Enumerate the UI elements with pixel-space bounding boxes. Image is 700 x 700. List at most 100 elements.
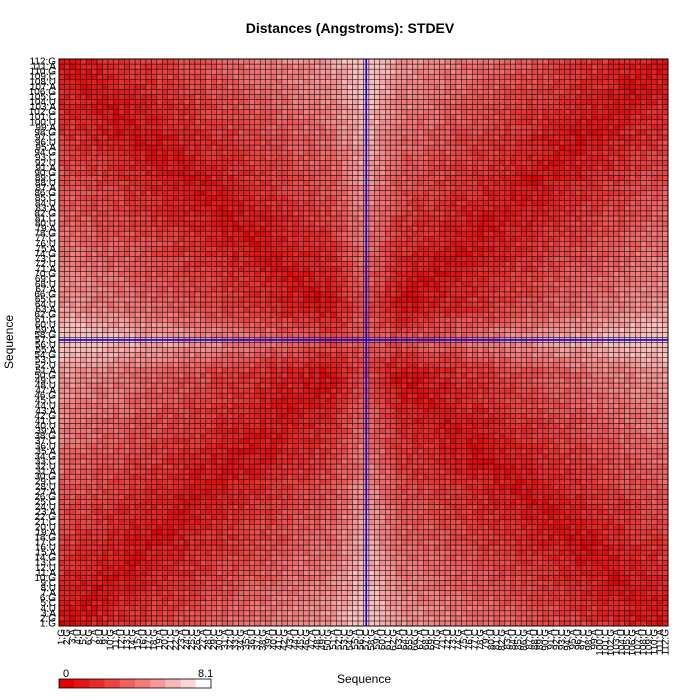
heatmap-cell [205,590,212,596]
heatmap-cell [461,463,468,470]
heatmap-cell [276,585,283,591]
heatmap-cell [227,580,234,586]
heatmap-cell [270,514,277,520]
heatmap-cell [85,499,92,505]
heatmap-cell [461,610,468,617]
heatmap-cell [276,524,283,531]
heatmap-cell [107,489,114,495]
heatmap-cell [303,494,310,500]
heatmap-cell [189,423,196,429]
heatmap-cell [352,514,359,520]
heatmap-cell [548,519,555,525]
heatmap-cell [58,418,65,424]
heatmap-cell [211,438,217,444]
heatmap-cell [124,458,130,465]
heatmap-cell [618,408,625,414]
heatmap-cell [189,554,196,561]
heatmap-cell [591,458,598,465]
heatmap-cell [531,559,538,566]
heatmap-cell [548,514,555,520]
heatmap-cell [488,610,495,617]
heatmap-cell [113,519,120,525]
heatmap-cell [439,468,446,475]
heatmap-cell [559,478,565,485]
heatmap-cell [602,484,609,490]
heatmap-cell [401,443,408,450]
heatmap-cell [466,559,473,566]
heatmap-cell [559,585,565,591]
heatmap-cell [553,509,560,515]
heatmap-cell [276,590,283,596]
heatmap-cell [656,519,663,525]
heatmap-cell [227,494,234,500]
heatmap-cell [172,590,179,596]
heatmap-cell [319,585,326,591]
heatmap-cell [662,565,669,571]
heatmap-cell [243,473,250,480]
heatmap-cell [472,524,478,531]
heatmap-cell [308,534,315,541]
heatmap-cell [254,524,261,531]
heatmap-cell [346,590,353,596]
heatmap-cell [466,448,473,455]
heatmap-cell [662,463,669,470]
heatmap-cell [477,544,484,551]
heatmap-cell [151,529,158,536]
heatmap-cell [417,499,424,505]
heatmap-cell [613,600,620,606]
heatmap-cell [461,453,468,460]
heatmap-cell [635,418,642,424]
heatmap-cell [510,585,516,591]
heatmap-cell [553,610,560,617]
heatmap-cell [319,595,326,601]
heatmap-cell [656,595,663,601]
heatmap-cell [423,534,429,541]
heatmap-cell [96,438,103,444]
heatmap-cell [134,570,141,576]
heatmap-cell [58,600,65,606]
heatmap-cell [548,600,555,606]
heatmap-cell [390,433,397,439]
heatmap-cell [629,478,636,485]
heatmap-cell [352,428,359,434]
heatmap-cell [488,453,495,460]
heatmap-cell [259,413,266,419]
heatmap-cell [270,554,277,561]
heatmap-cell [227,413,234,419]
heatmap-cell [629,443,636,450]
heatmap-cell [640,484,647,490]
heatmap-cell [238,605,245,612]
heatmap-cell [510,590,516,596]
heatmap-cell [379,458,386,465]
heatmap-cell [624,610,631,617]
heatmap-cell [325,403,332,409]
heatmap-cell [124,549,130,556]
heatmap-cell [183,494,190,500]
heatmap-cell [80,433,87,439]
heatmap-cell [624,570,631,576]
heatmap-cell [216,494,223,500]
heatmap-cell [140,529,147,536]
heatmap-cell [96,473,103,480]
heatmap-cell [281,403,288,409]
heatmap-cell [417,565,424,571]
heatmap-cell [499,539,506,546]
heatmap-cell [319,418,326,424]
heatmap-cell [145,403,152,409]
heatmap-cell [107,519,114,525]
heatmap-cell [395,514,402,520]
heatmap-cell [102,468,109,475]
heatmap-cell [477,438,484,444]
heatmap-cell [385,433,391,439]
heatmap-cell [75,468,81,475]
heatmap-cell [336,443,342,450]
heatmap-cell [113,473,120,480]
heatmap-cell [357,615,364,622]
heatmap-cell [390,590,397,596]
heatmap-cell [156,559,163,566]
heatmap-cell [254,620,261,627]
heatmap-cell [205,514,212,520]
heatmap-cell [379,423,386,429]
heatmap-cell [488,413,495,419]
heatmap-cell [325,559,332,566]
